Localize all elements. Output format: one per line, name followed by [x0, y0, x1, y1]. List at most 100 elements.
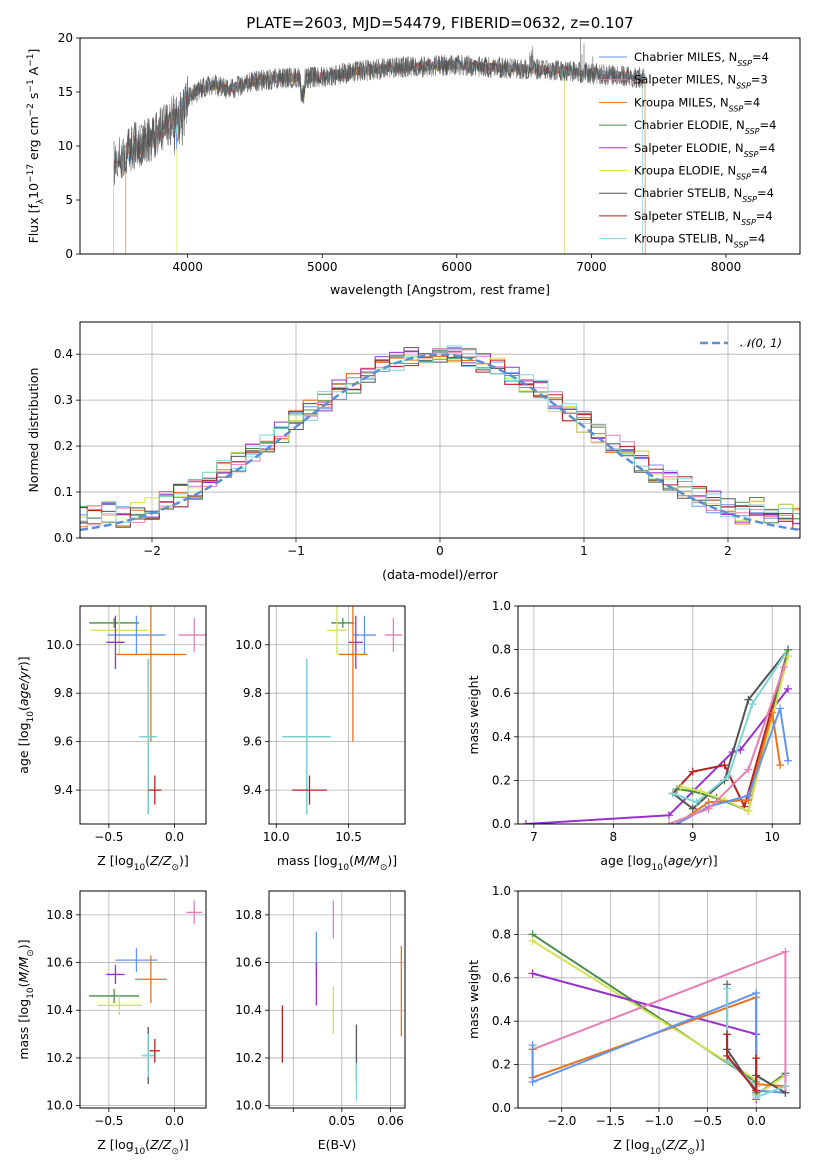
y-axis-label: age [log10(age/yr)] — [16, 656, 36, 773]
y-tick-label: 10.0 — [46, 1099, 73, 1113]
y-tick-label: 0.2 — [492, 1058, 511, 1072]
weight-marker — [781, 947, 790, 956]
x-tick-label: 7000 — [576, 260, 607, 274]
x-tick-label: 6000 — [442, 260, 473, 274]
weight-marker — [752, 988, 761, 997]
y-tick-label: 10.6 — [46, 956, 73, 970]
y-tick-label: 1.0 — [492, 884, 511, 898]
errorbar-point — [292, 775, 327, 805]
y-tick-label: 10.8 — [235, 908, 262, 922]
y-tick-label: 10.0 — [235, 1099, 262, 1113]
panel-mass_weight_vs_age: 7 8 9 10 0.0 0.2 0.4 0.6 0.8 1.0 age [log10(age/yr… — [466, 599, 801, 873]
spectrum-legend: Chabrier MILES, NSSP=4 Salpeter MILES, NS… — [599, 50, 776, 249]
x-tick-label: 0.0 — [747, 1114, 766, 1128]
y-tick-label: 0.0 — [492, 1101, 511, 1115]
errorbar-point — [149, 1038, 161, 1063]
plot-area-residuals — [80, 345, 800, 532]
x-tick-label: 1 — [580, 544, 588, 558]
weight-marker — [724, 772, 733, 781]
panel-mass_vs_ebv: 0.05 0.06 10.0 10.2 10.4 10.6 10.8 E(B-V) — [235, 890, 406, 1152]
y-tick-label: 0.1 — [54, 485, 73, 499]
y-tick-label: 0.8 — [492, 643, 511, 657]
weight-marker — [528, 1077, 537, 1086]
y-tick-label: 10 — [58, 139, 73, 153]
y-axis-label: mass weight — [466, 675, 481, 754]
x-tick-label: 8000 — [711, 260, 742, 274]
x-tick-label: 10.0 — [263, 830, 290, 844]
x-tick-label: −2.0 — [547, 1114, 576, 1128]
weight-marker — [781, 1082, 790, 1091]
x-tick-label: 9 — [689, 830, 697, 844]
errorbar-point — [90, 606, 149, 655]
y-tick-label: 0.2 — [54, 439, 73, 453]
y-tick-label: 0.8 — [492, 927, 511, 941]
weight-marker — [744, 765, 753, 774]
x-tick-label: −1.5 — [596, 1114, 625, 1128]
y-tick-label: 9.4 — [243, 783, 262, 797]
axes-frame — [268, 890, 406, 1109]
legend-label: Chabrier STELIB, NSSP=4 — [634, 186, 774, 204]
errorbar-point — [348, 615, 364, 669]
errorbar-point — [282, 659, 332, 815]
y-tick-label: 10.8 — [46, 908, 73, 922]
errorbar-point — [106, 615, 125, 669]
axes-frame — [268, 605, 406, 825]
y-axis-label: mass weight — [466, 960, 481, 1039]
y-tick-label: 9.6 — [54, 735, 73, 749]
weight-marker — [723, 1030, 732, 1039]
y-tick-label: 10.2 — [235, 1051, 262, 1065]
y-tick-label: 20 — [58, 31, 73, 45]
weight-marker — [784, 684, 793, 693]
x-tick-label: 0.06 — [377, 1114, 404, 1128]
errorbar-point — [107, 615, 166, 655]
weight-marker — [776, 704, 785, 713]
y-axis-label: mass [log10(M/M⊙)] — [16, 939, 36, 1059]
weight-marker — [688, 804, 697, 813]
weight-marker — [720, 761, 729, 770]
x-axis-label: Z [log10(Z/Z⊙)] — [97, 1137, 189, 1157]
weight-marker — [521, 820, 530, 824]
weight-marker — [748, 700, 757, 709]
legend-label: Kroupa MILES, NSSP=4 — [634, 95, 760, 113]
spectrum-line-chabrier-stelib — [113, 54, 643, 186]
legend-label: Chabrier MILES, NSSP=4 — [634, 50, 769, 68]
panel-mass_vs_Z: −0.5 0.0 10.0 10.2 10.4 10.6 10.8 Z [log10(Z/Z⊙… — [16, 890, 207, 1157]
y-tick-label: 0 — [65, 247, 73, 261]
errorbar-point — [89, 988, 140, 1004]
weight-marker — [784, 756, 793, 765]
errorbar-point — [89, 618, 140, 628]
axes-frame — [79, 605, 207, 825]
errorbar-point — [135, 955, 167, 1004]
y-tick-label: 0.6 — [492, 686, 511, 700]
errorbar-point — [178, 618, 206, 653]
y-tick-label: 0.0 — [54, 531, 73, 545]
weight-line — [726, 1034, 758, 1094]
x-tick-label: −0.5 — [94, 1114, 123, 1128]
panel-mass_weight_vs_Z: −2.0 −1.5 −1.0 −0.5 0.0 0.0 0.2 0.4 0.6 0.8 1.0 Z [… — [466, 884, 801, 1157]
y-tick-label: 10.6 — [235, 956, 262, 970]
errorbar-point — [352, 615, 377, 655]
histogram-series — [80, 348, 800, 524]
weight-marker — [744, 695, 753, 704]
x-tick-label: 2 — [724, 544, 732, 558]
axes-frame — [517, 605, 801, 825]
weight-marker — [752, 1054, 761, 1063]
panel-age_vs_Z: −0.5 0.0 9.4 9.6 9.8 10.0 Z [log10(Z/Z⊙)] age [… — [16, 605, 207, 873]
errorbar-point — [338, 606, 368, 742]
errorbar-point — [148, 775, 162, 805]
legend-label: Kroupa STELIB, NSSP=4 — [634, 232, 765, 250]
panel-age_vs_mass: 10.0 10.5 9.4 9.6 9.8 10.0 mass [log10(M/M⊙)] — [235, 605, 406, 873]
y-tick-label: 10.4 — [235, 1003, 262, 1017]
y-tick-label: 10.0 — [46, 638, 73, 652]
legend-label: 𝒩(0, 1) — [740, 336, 782, 350]
y-tick-label: 15 — [58, 85, 73, 99]
panel-spectrum: 4000 5000 6000 7000 8000 0 5 10 15 20 wavelength [… — [26, 31, 801, 297]
weight-marker — [744, 806, 753, 815]
y-axis-label: Normed distribution — [26, 368, 41, 493]
y-tick-label: 9.4 — [54, 783, 73, 797]
gaussian-curve — [80, 353, 800, 532]
plot-area-spectrum — [113, 38, 646, 254]
weight-marker — [752, 1086, 761, 1095]
